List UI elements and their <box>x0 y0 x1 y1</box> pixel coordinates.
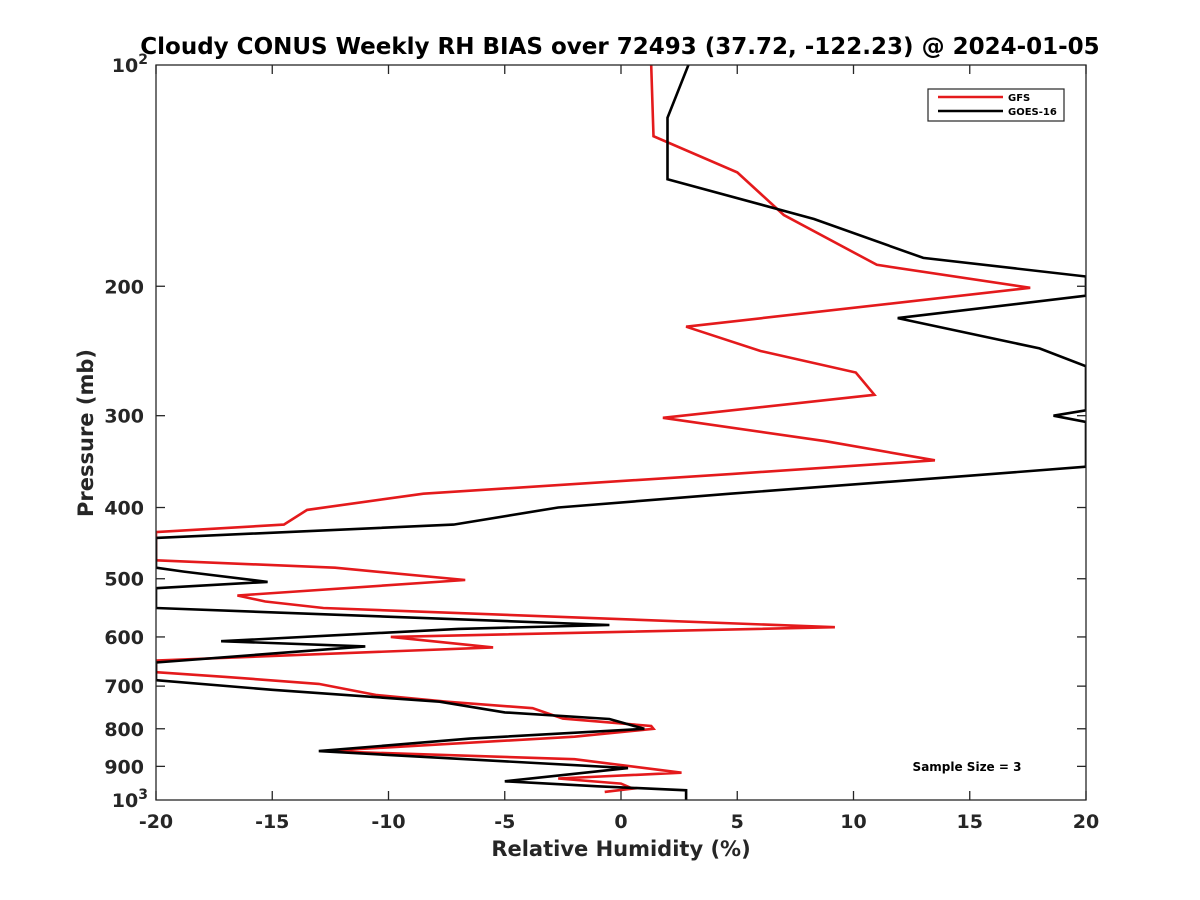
x-tick-label: 10 <box>840 811 866 833</box>
legend: GFS GOES-16 <box>927 88 1065 122</box>
x-tick-label: -10 <box>371 811 405 833</box>
series-layer <box>156 65 1086 800</box>
y-tick-label-power: 103 <box>112 787 148 812</box>
legend-label-goes-16: GOES-16 <box>1008 107 1057 118</box>
y-tick-label: 700 <box>104 676 144 698</box>
sample-size-annotation: Sample Size = 3 <box>913 760 1022 774</box>
x-tick-label: 20 <box>1073 811 1099 833</box>
legend-label-gfs: GFS <box>1008 93 1030 104</box>
x-tick-label: 5 <box>731 811 744 833</box>
y-axis-ticks: 200 300 400 500 600 700 800 900 102 103 <box>104 52 1086 812</box>
series-line-goes-16 <box>156 65 1086 800</box>
x-tick-label: -15 <box>255 811 289 833</box>
x-axis-label: Relative Humidity (%) <box>491 837 750 861</box>
y-tick-label: 200 <box>104 276 144 298</box>
x-tick-label: -5 <box>494 811 515 833</box>
y-tick-label: 400 <box>104 498 144 520</box>
y-tick-label: 300 <box>104 406 144 428</box>
plot-frame <box>155 64 1087 801</box>
y-axis-label: Pressure (mb) <box>74 349 98 517</box>
y-tick-label: 600 <box>104 627 144 649</box>
x-tick-label: -20 <box>139 811 173 833</box>
y-tick-label: 900 <box>104 756 144 778</box>
x-tick-label: 0 <box>614 811 627 833</box>
y-tick-label: 800 <box>104 719 144 741</box>
chart-title: Cloudy CONUS Weekly RH BIAS over 72493 (… <box>140 34 1099 60</box>
y-tick-label: 500 <box>104 569 144 591</box>
legend-box <box>927 88 1065 122</box>
y-tick-label-power: 102 <box>112 52 148 77</box>
x-axis-ticks: -20 -15 -10 -5 0 5 10 15 20 <box>139 65 1099 833</box>
x-tick-label: 15 <box>957 811 983 833</box>
series-line-gfs <box>156 65 1031 794</box>
